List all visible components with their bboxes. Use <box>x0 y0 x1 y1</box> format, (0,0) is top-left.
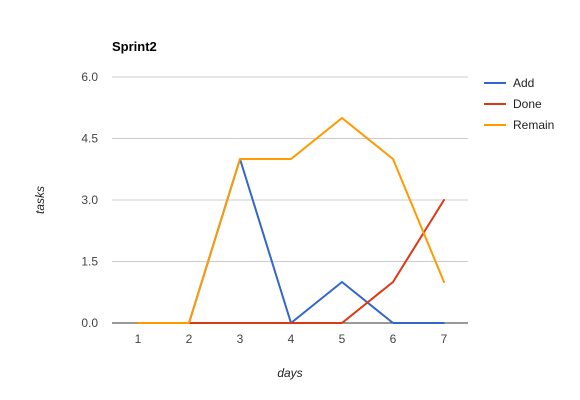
series-lines <box>137 117 445 324</box>
x-tick-label: 2 <box>186 332 193 346</box>
legend: Add Done Remain <box>484 76 554 132</box>
x-tick-label: 4 <box>288 332 295 346</box>
x-tick-label: 1 <box>135 332 142 346</box>
gridlines <box>112 76 468 262</box>
x-tick-label: 5 <box>339 332 346 346</box>
x-tick-label: 7 <box>441 332 448 346</box>
legend-label-add: Add <box>513 76 534 90</box>
y-tick-label: 0.0 <box>81 316 98 330</box>
y-axis-ticks: 0.0 1.5 3.0 4.5 6.0 <box>81 70 98 330</box>
x-axis-ticks: 1 2 3 4 5 6 7 <box>135 332 448 346</box>
legend-label-remain: Remain <box>513 118 554 132</box>
x-axis-title: days <box>277 366 302 380</box>
y-tick-label: 1.5 <box>81 255 98 269</box>
x-tick-label: 3 <box>237 332 244 346</box>
chart-title: Sprint2 <box>112 39 157 54</box>
series-line-remain <box>137 117 445 324</box>
x-tick-label: 6 <box>390 332 397 346</box>
y-tick-label: 4.5 <box>81 132 98 146</box>
y-tick-label: 6.0 <box>81 70 98 84</box>
legend-label-done: Done <box>513 97 542 111</box>
y-tick-label: 3.0 <box>81 193 98 207</box>
y-axis-title: tasks <box>33 186 47 214</box>
series-line-add <box>137 158 445 324</box>
